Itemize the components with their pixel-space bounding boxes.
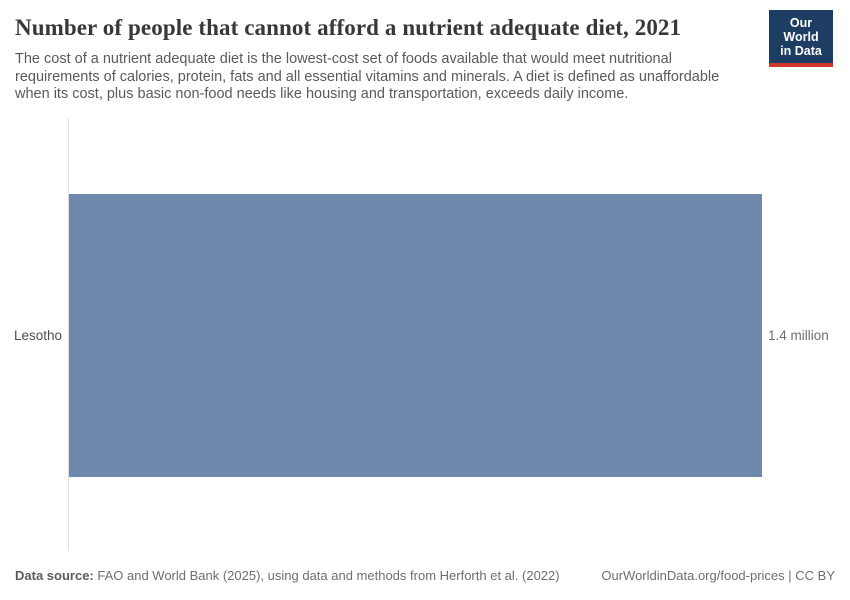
value-label: 1.4 million bbox=[768, 328, 829, 343]
owid-logo: Our World in Data bbox=[769, 10, 833, 67]
datasource-text: FAO and World Bank (2025), using data an… bbox=[93, 568, 560, 583]
entity-label: Lesotho bbox=[13, 328, 62, 343]
datasource-label: Data source: bbox=[15, 568, 94, 583]
owid-logo-line2: in Data bbox=[780, 44, 822, 58]
chart-title: Number of people that cannot afford a nu… bbox=[15, 15, 682, 40]
footer-license-link[interactable]: OurWorldinData.org/food-prices | CC BY bbox=[601, 568, 835, 583]
y-axis-line bbox=[68, 118, 69, 550]
footer-datasource: Data source: FAO and World Bank (2025), … bbox=[15, 568, 560, 583]
bar-lesotho[interactable] bbox=[69, 194, 762, 477]
chart-subtitle: The cost of a nutrient adequate diet is … bbox=[15, 51, 720, 103]
owid-logo-line1: Our World bbox=[783, 16, 819, 44]
